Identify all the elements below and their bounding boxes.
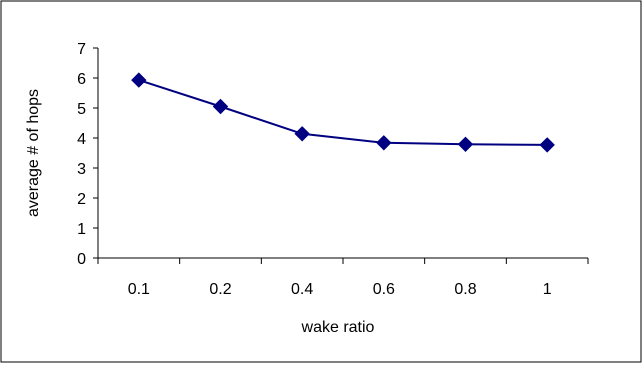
data-point-marker: [376, 135, 392, 151]
data-point-marker: [212, 98, 229, 115]
y-tick-label: 3: [77, 161, 86, 178]
x-ticks: 0.1 0.2 0.4 0.6 0.8 1: [97, 258, 589, 298]
y-tick-label: 1: [77, 221, 86, 238]
x-axis-title: wake ratio: [301, 319, 375, 336]
x-tick-label: 0.4: [291, 281, 313, 298]
y-tick-label: 0: [77, 251, 86, 268]
series-group: [131, 72, 555, 153]
series-line: [138, 79, 548, 146]
x-tick-label: 0.1: [128, 281, 150, 298]
y-axis-title: average # of hops: [25, 89, 42, 217]
y-tick-label: 4: [77, 131, 86, 148]
y-ticks: 0 1 2 3 4 5 6 7: [77, 41, 98, 268]
y-tick-label: 2: [77, 191, 86, 208]
y-tick-label: 6: [77, 71, 86, 88]
x-tick-label: 1: [543, 281, 552, 298]
x-tick-label: 0.2: [209, 281, 231, 298]
data-point-marker: [539, 137, 555, 153]
x-tick-label: 0.8: [454, 281, 476, 298]
y-tick-label: 7: [77, 41, 86, 58]
data-point-marker: [131, 72, 147, 88]
y-tick-label: 5: [77, 101, 86, 118]
data-point-marker: [294, 126, 310, 142]
data-point-marker: [457, 136, 474, 153]
x-tick-label: 0.6: [373, 281, 395, 298]
